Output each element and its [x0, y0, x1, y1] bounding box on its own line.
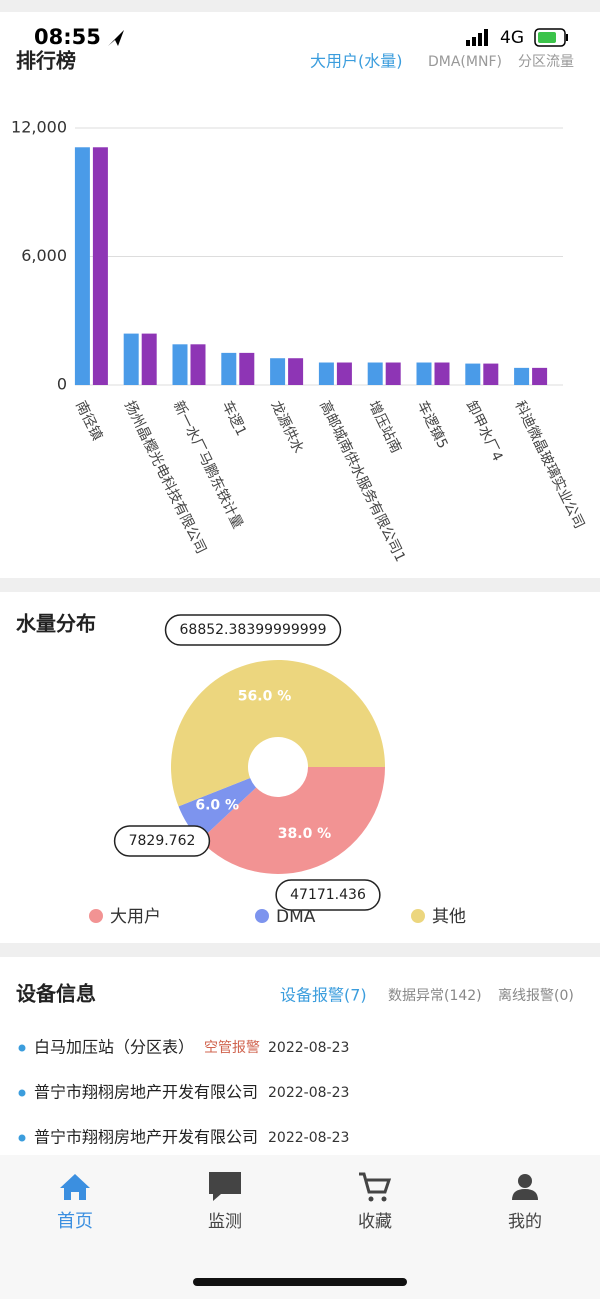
callout-box	[113, 825, 211, 857]
cart-wheel	[368, 1196, 374, 1202]
user-body	[512, 1189, 538, 1200]
legend-swatch	[255, 909, 269, 923]
alarm-tag: 空管报警	[204, 1040, 260, 1056]
tab-active[interactable]: 设备报警(7)	[280, 986, 367, 1005]
bullet	[18, 1044, 26, 1052]
bar	[239, 352, 255, 385]
tab[interactable]: 数据异常(142)	[388, 988, 482, 1004]
callout-box	[275, 879, 381, 911]
x-tick-label: 车逻镇5	[414, 398, 452, 451]
callout-label: 7829.762	[129, 833, 196, 849]
tab-label[interactable]: 监测	[208, 1212, 242, 1232]
monitor-icon[interactable]	[209, 1172, 241, 1201]
device-name: 普宁市翔栩房地产开发有限公司	[34, 1083, 258, 1102]
section-title: 水量分布	[16, 612, 96, 636]
x-tick-label: 增压站南	[365, 398, 404, 455]
location-icon	[108, 30, 124, 46]
bar	[270, 358, 286, 385]
bar	[532, 367, 548, 385]
tab-label[interactable]: 首页	[57, 1211, 93, 1232]
device-date: 2022-08-23	[268, 1130, 349, 1146]
tab[interactable]: 分区流量	[518, 54, 574, 70]
bar	[483, 363, 499, 385]
status-time: 08:55	[34, 25, 101, 49]
legend-label: DMA	[276, 907, 316, 927]
pie-slice	[200, 767, 385, 874]
x-tick-label: 科迪微晶玻璃实业公司	[511, 398, 588, 531]
top-gap	[0, 0, 600, 12]
y-tick-label: 0	[57, 375, 67, 394]
bar	[416, 362, 432, 385]
bar	[514, 367, 530, 385]
bar	[172, 344, 188, 385]
bar	[367, 362, 383, 385]
bar	[288, 358, 304, 385]
callout-label: 47171.436	[290, 887, 366, 903]
bar	[221, 352, 237, 385]
home-indicator	[193, 1278, 407, 1286]
callout-box	[164, 614, 342, 646]
cart-wheel	[381, 1196, 387, 1202]
pie-slice	[178, 778, 257, 841]
legend-label: 其他	[432, 907, 466, 927]
x-tick-label: 南径镇	[72, 398, 105, 443]
x-tick-label: 车逻1	[219, 398, 250, 439]
bar	[92, 147, 108, 385]
bar	[434, 362, 450, 385]
tab-label[interactable]: 我的	[508, 1212, 542, 1232]
bar	[123, 333, 139, 385]
user-icon[interactable]	[518, 1174, 532, 1188]
tab-bar	[0, 1155, 600, 1299]
device-date: 2022-08-23	[268, 1085, 349, 1101]
device-name: 普宁市翔栩房地产开发有限公司	[34, 1128, 258, 1147]
bullet	[18, 1089, 26, 1097]
legend-label: 大用户	[110, 907, 161, 927]
y-tick-label: 6,000	[21, 246, 67, 265]
device-name: 白马加压站（分区表）	[34, 1038, 194, 1057]
slice-label: 56.0 %	[238, 688, 291, 704]
battery-level	[538, 32, 556, 43]
bar	[465, 363, 481, 385]
x-tick-label: 龙源供水	[267, 398, 306, 455]
slice-label: 38.0 %	[278, 826, 331, 842]
home-icon[interactable]	[60, 1174, 90, 1200]
battery-tip	[566, 34, 568, 41]
x-tick-label: 卸甲水厂4	[463, 398, 506, 463]
device-date: 2022-08-23	[268, 1040, 349, 1056]
y-tick-label: 12,000	[11, 118, 67, 137]
gap	[0, 578, 600, 592]
bar	[74, 147, 90, 385]
section-title: 排行榜	[16, 49, 76, 73]
bullet	[18, 1134, 26, 1142]
legend-swatch	[411, 909, 425, 923]
pie-slice	[171, 659, 385, 807]
tab-active[interactable]: 大用户(水量)	[310, 52, 403, 71]
bar	[318, 362, 334, 385]
bar	[336, 362, 352, 385]
x-tick-label: 高邮城南供水服务有限公司1	[316, 398, 409, 564]
slice-label: 6.0 %	[195, 798, 239, 814]
bar	[141, 333, 157, 385]
signal-icon	[466, 29, 488, 46]
tab[interactable]: DMA(MNF)	[428, 54, 502, 70]
legend-swatch	[89, 909, 103, 923]
cart-icon[interactable]	[359, 1172, 392, 1194]
tab[interactable]: 离线报警(0)	[498, 987, 574, 1004]
tab-label[interactable]: 收藏	[358, 1212, 392, 1232]
gap	[0, 943, 600, 957]
bar	[385, 362, 401, 385]
status-network: 4G	[500, 28, 524, 48]
section-title: 设备信息	[16, 982, 96, 1006]
bar	[190, 344, 206, 385]
battery	[534, 28, 566, 47]
callout-label: 68852.38399999999	[180, 622, 327, 638]
